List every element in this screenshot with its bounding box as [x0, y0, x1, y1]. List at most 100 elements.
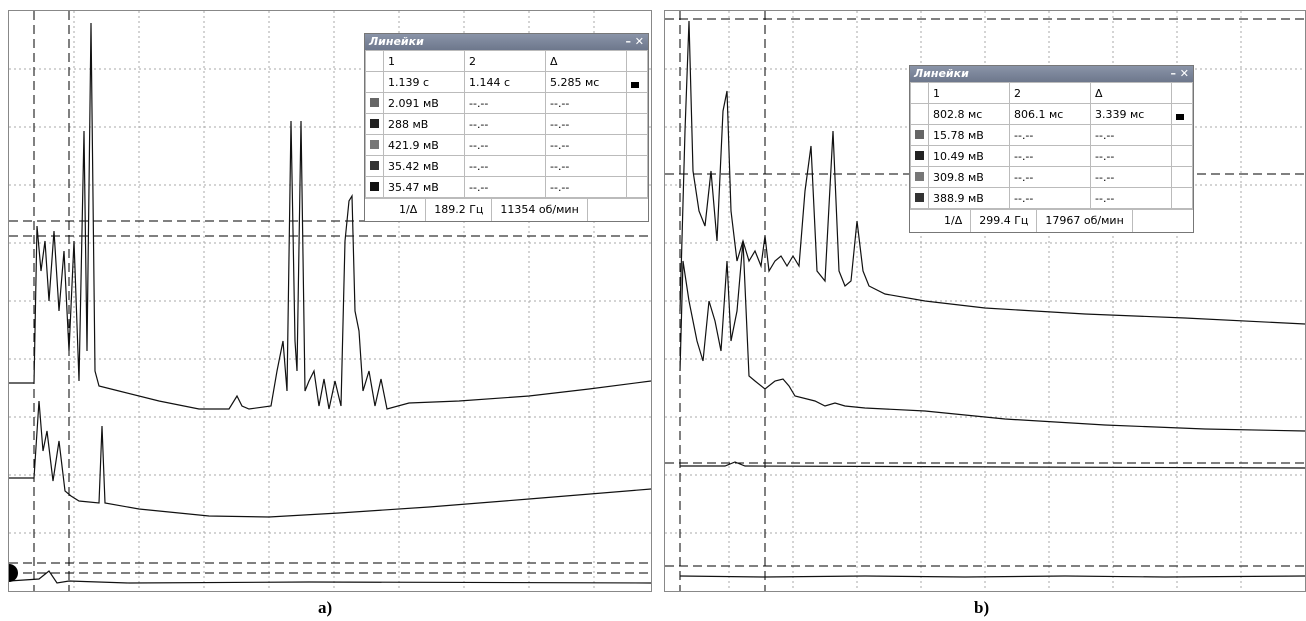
- cell: [366, 72, 384, 93]
- close-button[interactable]: ✕: [1180, 67, 1189, 80]
- channel-cell: 421.9 мВ: [384, 135, 465, 156]
- title-bar: Линейки – ✕: [910, 66, 1193, 82]
- channel-row: 2.091 мВ--.----.--: [366, 93, 648, 114]
- channel-cell: --.--: [1010, 125, 1091, 146]
- channel-row: 35.47 мВ--.----.--: [366, 177, 648, 198]
- channel-cell: --.--: [1091, 167, 1172, 188]
- cell: [627, 51, 648, 72]
- title-bar: Линейки – ✕: [365, 34, 648, 50]
- header-cell: 2: [465, 51, 546, 72]
- channel-row: 421.9 мВ--.----.--: [366, 135, 648, 156]
- channel-cell: --.--: [546, 177, 627, 198]
- channel-cell: --.--: [546, 114, 627, 135]
- footer-cell: 299.4 Гц: [971, 210, 1037, 232]
- channel-cell: --.--: [465, 114, 546, 135]
- channel-swatch: [370, 119, 379, 128]
- channel-cell: 35.47 мВ: [384, 177, 465, 198]
- cell: [366, 51, 384, 72]
- cell: [627, 114, 648, 135]
- cell: [911, 146, 929, 167]
- trace-4: [680, 576, 1305, 577]
- panel-title: Линейки: [369, 35, 424, 48]
- time-cell: 1.144 с: [465, 72, 546, 93]
- channel-swatch: [370, 161, 379, 170]
- cell: [1172, 167, 1193, 188]
- cell: [911, 188, 929, 209]
- cell: [366, 156, 384, 177]
- channel-cell: --.--: [1010, 188, 1091, 209]
- channel-cell: 15.78 мВ: [929, 125, 1010, 146]
- cell: [366, 135, 384, 156]
- cell: [366, 93, 384, 114]
- channel-row: 15.78 мВ--.----.--: [911, 125, 1193, 146]
- channel-swatch: [915, 130, 924, 139]
- channel-cell: --.--: [546, 135, 627, 156]
- channel-swatch: [370, 140, 379, 149]
- cell: [1172, 104, 1193, 125]
- lock-icon[interactable]: [1176, 114, 1184, 120]
- cell: [1172, 83, 1193, 104]
- panel-title: Линейки: [914, 67, 969, 80]
- channel-cell: 10.49 мВ: [929, 146, 1010, 167]
- channel-row: 388.9 мВ--.----.--: [911, 188, 1193, 209]
- header-cell: 1: [929, 83, 1010, 104]
- channel-cell: 2.091 мВ: [384, 93, 465, 114]
- cursor-table: 12Δ1.139 с1.144 с5.285 мс2.091 мВ--.----…: [365, 50, 648, 198]
- cell: [627, 135, 648, 156]
- time-cell: 802.8 мс: [929, 104, 1010, 125]
- trace-2: [9, 401, 651, 517]
- footer-cell: 1/Δ: [391, 199, 426, 221]
- close-button[interactable]: ✕: [635, 35, 644, 48]
- cell: [911, 83, 929, 104]
- footer-cell: 17967 об/мин: [1037, 210, 1132, 232]
- time-cell: 1.139 с: [384, 72, 465, 93]
- channel-cell: 309.8 мВ: [929, 167, 1010, 188]
- footer-cell: 1/Δ: [936, 210, 971, 232]
- channel-row: 288 мВ--.----.--: [366, 114, 648, 135]
- cell: [627, 177, 648, 198]
- window-buttons: – ✕: [1170, 66, 1189, 82]
- header-cell: Δ: [546, 51, 627, 72]
- channel-cell: --.--: [1091, 188, 1172, 209]
- time-cell: 806.1 мс: [1010, 104, 1091, 125]
- footer-cell: 11354 об/мин: [492, 199, 587, 221]
- lock-icon[interactable]: [631, 82, 639, 88]
- ground-marker: [9, 564, 18, 582]
- channel-cell: 388.9 мВ: [929, 188, 1010, 209]
- channel-cell: --.--: [465, 93, 546, 114]
- channel-cell: --.--: [465, 177, 546, 198]
- channel-row: 35.42 мВ--.----.--: [366, 156, 648, 177]
- channel-swatch: [915, 193, 924, 202]
- footer-row: 1/Δ189.2 Гц11354 об/мин: [365, 198, 648, 221]
- time-cell: 3.339 мс: [1091, 104, 1172, 125]
- channel-swatch: [370, 98, 379, 107]
- time-cell: 5.285 мс: [546, 72, 627, 93]
- trace-3: [9, 571, 651, 583]
- footer-cell: 189.2 Гц: [426, 199, 492, 221]
- cell: [366, 114, 384, 135]
- channel-cell: --.--: [1091, 146, 1172, 167]
- page: Линейки– ✕12Δ1.139 с1.144 с5.285 мс2.091…: [0, 0, 1306, 621]
- header-cell: 2: [1010, 83, 1091, 104]
- cell: [627, 72, 648, 93]
- minimize-button[interactable]: –: [625, 35, 634, 48]
- channel-cell: --.--: [546, 156, 627, 177]
- minimize-button[interactable]: –: [1170, 67, 1179, 80]
- channel-cell: --.--: [1010, 167, 1091, 188]
- header-cell: Δ: [1091, 83, 1172, 104]
- channel-swatch: [370, 182, 379, 191]
- caption: b): [974, 598, 989, 618]
- cell: [911, 167, 929, 188]
- cell: [1172, 125, 1193, 146]
- window-buttons: – ✕: [625, 34, 644, 50]
- cell: [1172, 146, 1193, 167]
- channel-row: 10.49 мВ--.----.--: [911, 146, 1193, 167]
